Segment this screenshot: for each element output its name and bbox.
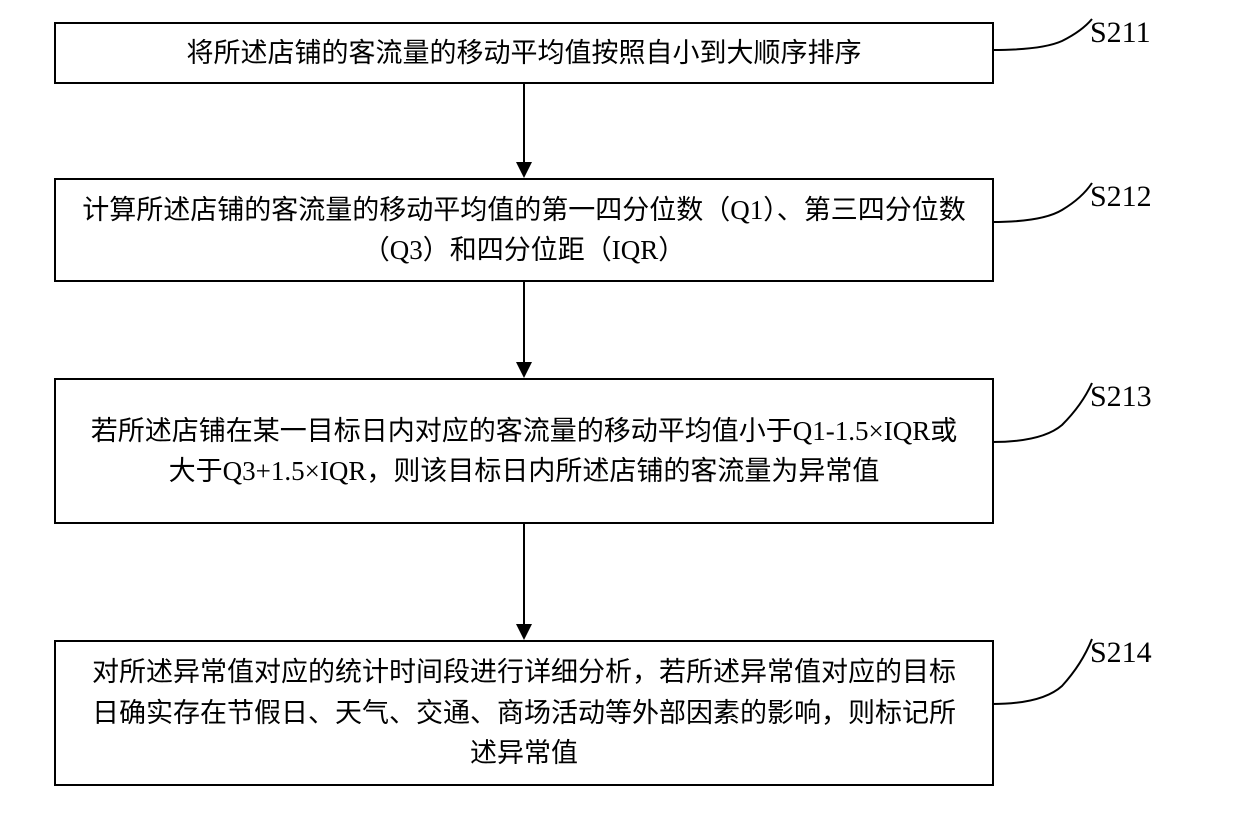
connector-curve-s211 [992, 16, 1092, 76]
flow-arrow [523, 524, 525, 624]
flow-arrow-head [516, 624, 532, 640]
flow-node-text: 将所述店铺的客流量的移动平均值按照自小到大顺序排序 [187, 33, 862, 74]
step-label-s213: S213 [1090, 380, 1152, 414]
flow-node-text: 若所述店铺在某一目标日内对应的客流量的移动平均值小于Q1-1.5×IQR或大于Q… [80, 411, 968, 492]
step-label-s212: S212 [1090, 180, 1152, 214]
step-label-s211: S211 [1090, 16, 1151, 50]
flow-arrow [523, 84, 525, 162]
flow-node-s213: 若所述店铺在某一目标日内对应的客流量的移动平均值小于Q1-1.5×IQR或大于Q… [54, 378, 994, 524]
connector-curve-s213 [992, 380, 1092, 460]
flowchart-canvas: 将所述店铺的客流量的移动平均值按照自小到大顺序排序 S211 计算所述店铺的客流… [0, 0, 1240, 837]
flow-arrow-head [516, 362, 532, 378]
flow-node-text: 对所述异常值对应的统计时间段进行详细分析，若所述异常值对应的目标日确实存在节假日… [80, 652, 968, 774]
connector-curve-s212 [992, 180, 1092, 240]
flow-node-s211: 将所述店铺的客流量的移动平均值按照自小到大顺序排序 [54, 22, 994, 84]
flow-node-text: 计算所述店铺的客流量的移动平均值的第一四分位数（Q1）、第三四分位数（Q3）和四… [80, 190, 968, 271]
flow-arrow-head [516, 162, 532, 178]
flow-node-s214: 对所述异常值对应的统计时间段进行详细分析，若所述异常值对应的目标日确实存在节假日… [54, 640, 994, 786]
connector-curve-s214 [992, 636, 1092, 726]
flow-node-s212: 计算所述店铺的客流量的移动平均值的第一四分位数（Q1）、第三四分位数（Q3）和四… [54, 178, 994, 282]
step-label-s214: S214 [1090, 636, 1152, 670]
flow-arrow [523, 282, 525, 362]
